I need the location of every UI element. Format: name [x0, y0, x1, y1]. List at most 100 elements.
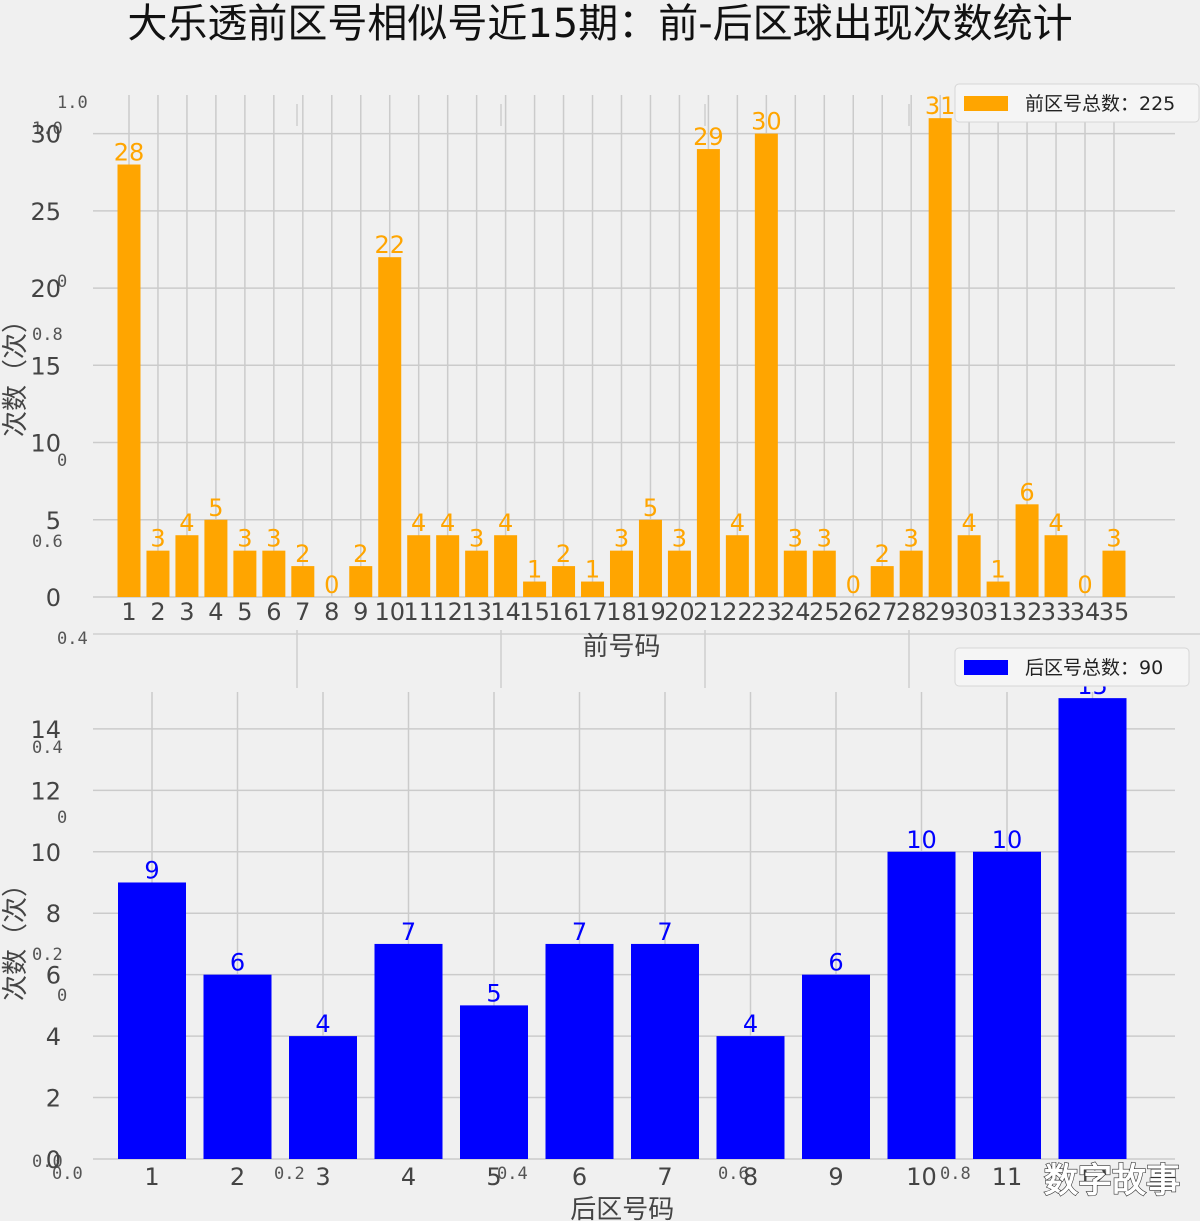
bar-value-label: 30: [751, 108, 782, 136]
ghost-tick-left-4: 0: [57, 451, 67, 471]
x-tick-label: 31: [983, 598, 1014, 626]
x-tick-label: 32: [1012, 598, 1043, 626]
ghost-tick-bottom-0: 0.2: [274, 1164, 305, 1184]
bar-value-label: 7: [657, 918, 672, 946]
x-axis-label: 前号码: [582, 632, 660, 662]
x-tick-label: 8: [324, 598, 339, 626]
y-tick-label: 25: [30, 198, 61, 226]
x-tick-label: 18: [606, 598, 637, 626]
y-tick-label: 6: [46, 962, 61, 990]
bar-value-label: 10: [906, 826, 937, 854]
bar: [291, 566, 315, 597]
bar-value-label: 3: [469, 525, 484, 553]
x-tick-label: 10: [906, 1163, 937, 1191]
bar: [887, 851, 956, 1159]
bar-value-label: 4: [315, 1010, 330, 1038]
bar-value-label: 0: [846, 571, 861, 599]
bar: [349, 566, 373, 597]
bar-value-label: 2: [556, 540, 571, 568]
ghost-tick-left-5: 0.6: [32, 532, 63, 552]
x-tick-label: 9: [828, 1163, 843, 1191]
x-tick-label: 4: [208, 598, 223, 626]
bar-value-label: 1: [990, 556, 1005, 584]
ghost-tick-left-8: 0: [57, 808, 67, 828]
ghost-tick-bottom-2: 0.6: [718, 1164, 749, 1184]
y-tick-label: 5: [46, 507, 61, 535]
y-tick-label: 10: [30, 839, 61, 867]
bar-value-label: 4: [179, 509, 194, 537]
bar-value-label: 4: [498, 509, 513, 537]
x-tick-label: 23: [751, 598, 782, 626]
bar: [175, 535, 199, 597]
bar: [609, 550, 633, 597]
back-zone-chart: 0246810121412345678910111296475774610101…: [1, 647, 1190, 1221]
bar: [203, 974, 272, 1159]
bar: [460, 1005, 528, 1159]
bar: [812, 550, 836, 597]
x-tick-label: 12: [432, 598, 463, 626]
bar-value-label: 1: [527, 556, 542, 584]
bar-value-label: 6: [828, 949, 843, 977]
bar: [117, 164, 141, 597]
bar: [545, 943, 614, 1159]
x-tick-label: 9: [353, 598, 368, 626]
x-tick-label: 25: [809, 598, 840, 626]
x-tick-label: 24: [780, 598, 811, 626]
ghost-tick-left-6: 0.4: [57, 629, 88, 649]
bar: [494, 535, 518, 597]
x-tick-label: 29: [925, 598, 956, 626]
legend-swatch: [964, 660, 1008, 675]
bar: [899, 550, 923, 597]
y-tick-label: 0: [46, 1146, 61, 1174]
bar: [374, 943, 443, 1159]
bar-value-label: 4: [440, 509, 455, 537]
bar-value-label: 6: [230, 949, 245, 977]
bar-value-label: 10: [992, 826, 1023, 854]
x-tick-label: 1: [144, 1163, 159, 1191]
bar-value-label: 0: [324, 571, 339, 599]
x-tick-label: 7: [657, 1163, 672, 1191]
x-tick-label: 3: [315, 1163, 330, 1191]
x-tick-label: 12: [1077, 1163, 1108, 1191]
bar-value-label: 3: [614, 525, 629, 553]
bar-value-label: 5: [208, 494, 223, 522]
bar-value-label: 6: [1019, 478, 1034, 506]
bar-value-label: 3: [1106, 525, 1121, 553]
bar-value-label: 3: [672, 525, 687, 553]
bar-value-label: 22: [374, 231, 405, 259]
ghost-tick-left-12: 0.0: [52, 1164, 83, 1184]
bar: [1058, 698, 1127, 1159]
y-axis-label: 次数（次）: [1, 871, 31, 1001]
bar: [552, 566, 576, 597]
x-tick-label: 10: [374, 598, 405, 626]
y-tick-label: 10: [30, 430, 61, 458]
bar-value-label: 4: [730, 509, 745, 537]
ghost-tick-left-2: 0: [57, 272, 67, 292]
bar: [986, 581, 1010, 597]
bar-value-label: 2: [353, 540, 368, 568]
x-tick-label: 34: [1070, 598, 1101, 626]
bar-value-label: 7: [572, 918, 587, 946]
bar: [523, 581, 547, 597]
bar: [1015, 504, 1039, 597]
bar-value-label: 2: [875, 540, 890, 568]
bar-value-label: 4: [1048, 509, 1063, 537]
ghost-tick-left-10: 0: [57, 986, 67, 1006]
x-tick-label: 7: [295, 598, 310, 626]
bar: [378, 257, 402, 597]
legend-swatch: [964, 96, 1008, 111]
bar-value-label: 3: [904, 525, 919, 553]
x-tick-label: 6: [572, 1163, 587, 1191]
x-tick-label: 17: [577, 598, 608, 626]
bar: [407, 535, 431, 597]
bar: [870, 566, 894, 597]
bar-value-label: 29: [693, 123, 724, 151]
y-tick-label: 4: [46, 1023, 61, 1051]
x-tick-label: 21: [693, 598, 724, 626]
ghost-tick-left-11: 0.0: [32, 1152, 63, 1172]
bar: [436, 535, 460, 597]
bar-value-label: 3: [150, 525, 165, 553]
y-tick-label: 12: [30, 777, 61, 805]
